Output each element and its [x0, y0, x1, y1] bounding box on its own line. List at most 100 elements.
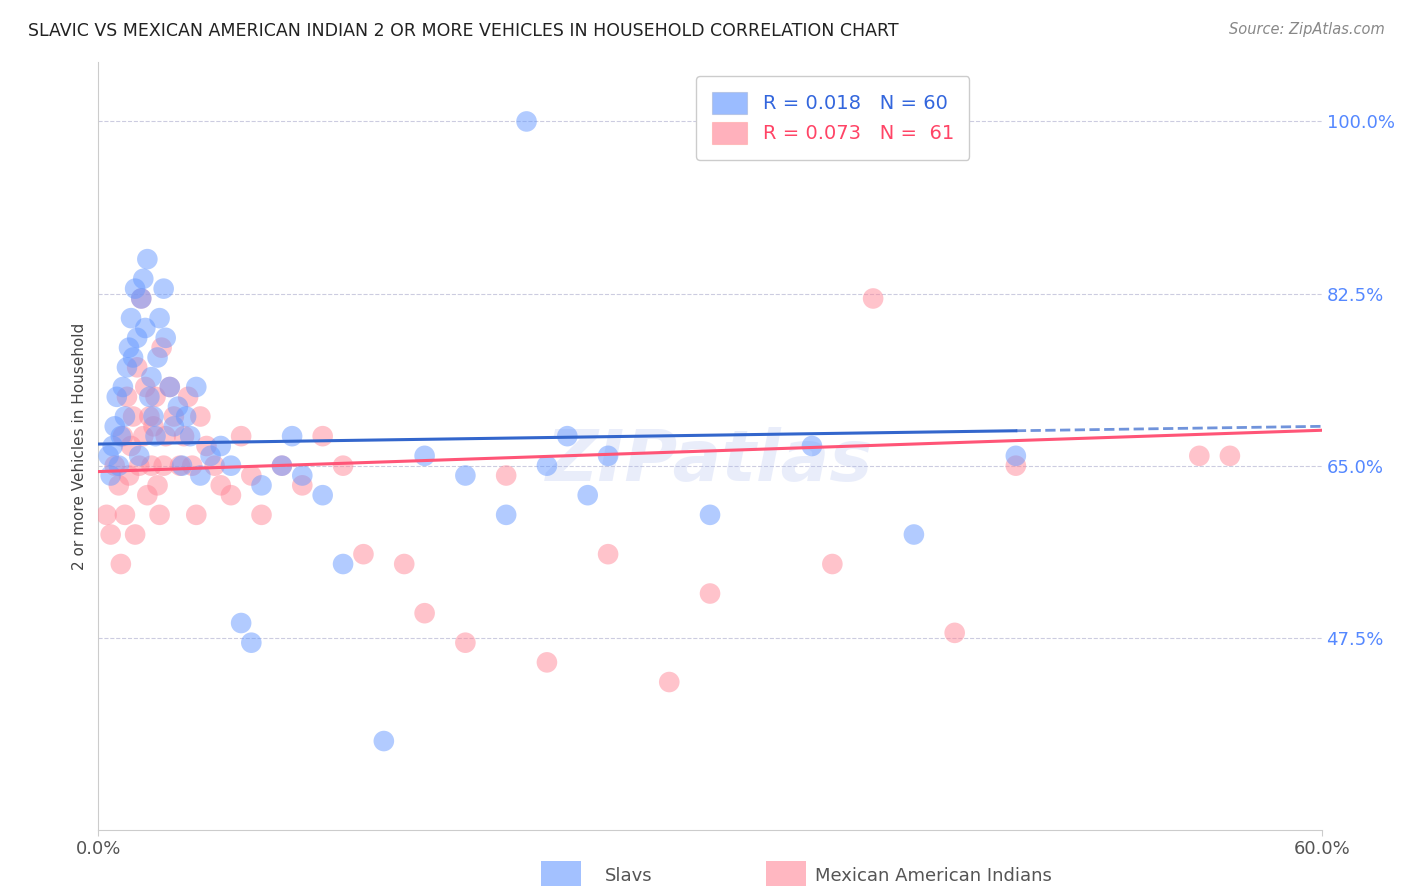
Point [141, 458, 163, 473]
Text: ZIPatlas: ZIPatlas [547, 427, 873, 496]
Point [100, 527, 122, 541]
Point [219, 458, 242, 473]
Point [576, 488, 599, 502]
Point [111, 429, 134, 443]
Point [127, 360, 149, 375]
Point [152, 458, 174, 473]
Point [219, 488, 242, 502]
Point [127, 331, 149, 345]
Point [1004, 458, 1026, 473]
Point [120, 311, 142, 326]
Point [240, 468, 263, 483]
Y-axis label: 2 or more Vehicles in Household: 2 or more Vehicles in Household [72, 322, 87, 570]
Point [146, 478, 169, 492]
Point [145, 429, 167, 443]
Point [122, 409, 145, 424]
Point [943, 625, 966, 640]
Point [124, 527, 146, 541]
Point [312, 488, 335, 502]
Text: Source: ZipAtlas.com: Source: ZipAtlas.com [1229, 22, 1385, 37]
Point [555, 429, 579, 443]
Point [270, 458, 294, 473]
Point [138, 390, 160, 404]
Point [155, 331, 177, 345]
Point [801, 439, 824, 453]
Point [200, 449, 222, 463]
Point [110, 557, 132, 571]
Point [862, 292, 884, 306]
Point [122, 351, 145, 365]
Point [163, 419, 186, 434]
Point [413, 449, 436, 463]
Point [120, 439, 142, 453]
Point [177, 390, 200, 404]
Point [250, 478, 273, 492]
Point [240, 636, 263, 650]
Point [134, 380, 156, 394]
Point [658, 675, 681, 690]
Point [155, 429, 177, 443]
Point [115, 390, 138, 404]
Point [821, 557, 844, 571]
Point [174, 409, 197, 424]
Point [516, 114, 538, 128]
Point [332, 557, 354, 571]
Point [145, 390, 167, 404]
Point [536, 458, 558, 473]
Point [170, 458, 193, 473]
Point [270, 458, 294, 473]
Point [129, 292, 152, 306]
Point [186, 380, 208, 394]
Point [188, 409, 212, 424]
Point [159, 380, 181, 394]
Point [209, 439, 232, 453]
Point [699, 586, 721, 600]
Point [104, 458, 127, 473]
Point [454, 636, 477, 650]
Point [108, 458, 131, 473]
Point [167, 400, 190, 414]
Point [142, 409, 165, 424]
Point [495, 508, 517, 522]
Point [179, 429, 201, 443]
Point [134, 321, 156, 335]
Point [124, 282, 146, 296]
Point [181, 458, 204, 473]
Point [114, 508, 136, 522]
Text: Slavs: Slavs [605, 867, 652, 885]
Point [188, 468, 212, 483]
Point [132, 429, 155, 443]
Text: SLAVIC VS MEXICAN AMERICAN INDIAN 2 OR MORE VEHICLES IN HOUSEHOLD CORRELATION CH: SLAVIC VS MEXICAN AMERICAN INDIAN 2 OR M… [28, 22, 898, 40]
Point [104, 419, 127, 434]
Point [903, 527, 925, 541]
Text: Mexican American Indians: Mexican American Indians [815, 867, 1052, 885]
Point [250, 508, 273, 522]
Point [195, 439, 218, 453]
Point [1188, 449, 1211, 463]
Point [138, 409, 160, 424]
Point [163, 409, 186, 424]
Point [1219, 449, 1241, 463]
Point [169, 458, 191, 473]
Point [136, 488, 159, 502]
Point [204, 458, 226, 473]
Point [699, 508, 721, 522]
Point [536, 656, 558, 670]
Point [413, 606, 436, 620]
Point [118, 468, 141, 483]
Point [141, 370, 163, 384]
Point [101, 439, 124, 453]
Point [149, 311, 172, 326]
Point [96, 508, 118, 522]
Point [186, 508, 208, 522]
Point [373, 734, 395, 748]
Point [128, 449, 150, 463]
Point [111, 380, 134, 394]
Point [291, 468, 314, 483]
Point [105, 390, 128, 404]
Point [598, 449, 620, 463]
Point [173, 429, 195, 443]
Point [128, 458, 150, 473]
Point [108, 478, 131, 492]
Point [136, 252, 159, 267]
